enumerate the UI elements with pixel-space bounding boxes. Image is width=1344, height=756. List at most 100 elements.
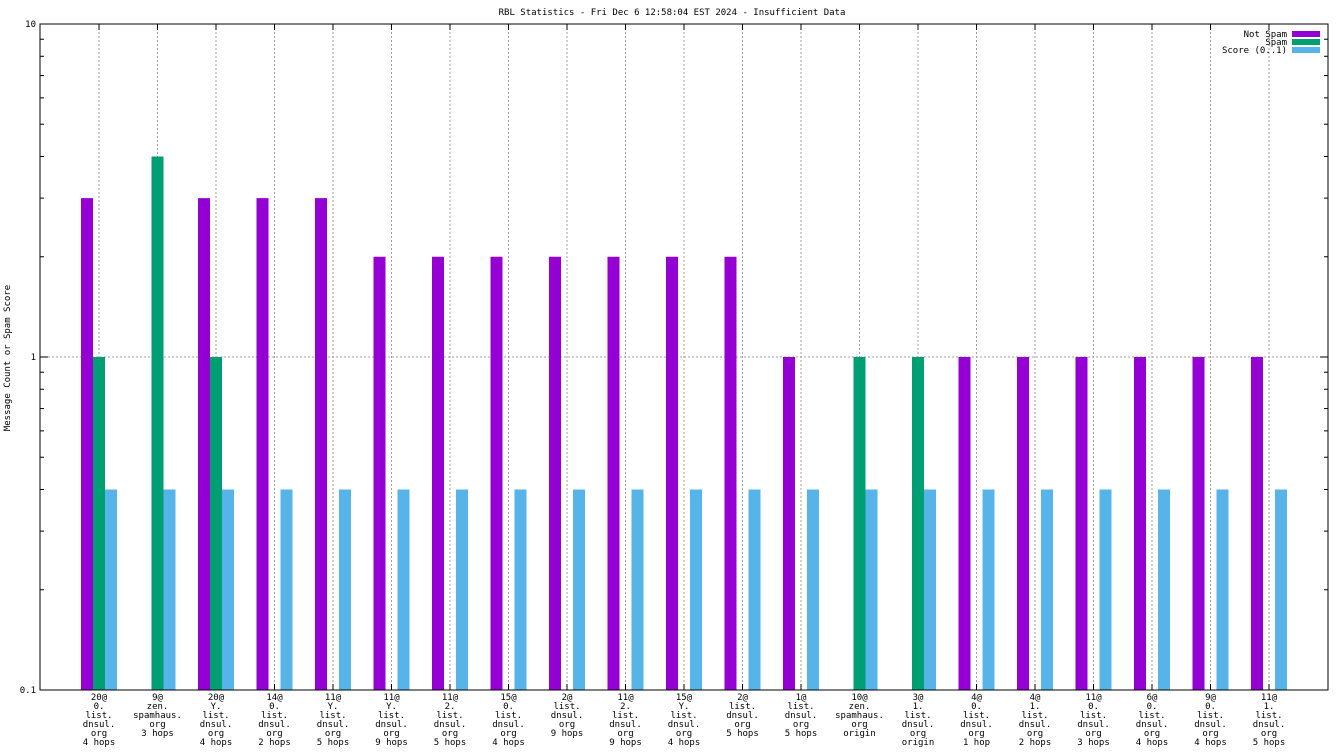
bar-score-0-1 (1158, 489, 1170, 690)
x-tick-label-line: 2@ (562, 693, 573, 703)
x-tick-label-line: dnsul. (902, 720, 935, 730)
x-tick-label-line: 4 hops (1136, 738, 1169, 748)
x-tick-label-line: 5 hops (785, 729, 818, 739)
bar-not-spam (490, 256, 503, 690)
x-tick-label: 14@ 0. list. dnsul. org 2 hops (258, 693, 291, 748)
x-tick-label-line: 1. (1264, 702, 1275, 712)
x-tick-label-line: dnsul. (375, 720, 408, 730)
x-tick-label: 15@ 0. list. dnsul. org 4 hops (492, 693, 525, 748)
x-tick-label: 2@ list. dnsul. org 5 hops (726, 693, 759, 739)
x-tick-label-line: zen. (147, 702, 169, 712)
x-tick-label-line: org (1202, 729, 1218, 739)
bar-score-0-1 (1099, 489, 1112, 690)
x-tick-label-line: dnsul. (1019, 720, 1052, 730)
bar-not-spam (1075, 357, 1088, 690)
x-tick-label-line: 11@ (325, 693, 342, 703)
x-tick-label: 11@ 2. list. dnsul. org 9 hops (609, 693, 642, 748)
x-tick-label: 11@ 0. list. dnsul. org 3 hops (1077, 693, 1110, 748)
x-tick-label-line: list. (261, 711, 288, 721)
x-tick-label-line: 15@ (676, 693, 693, 703)
bar-spam (210, 357, 222, 690)
bar-not-spam (198, 198, 210, 690)
x-tick-label: 11@ 2. list. dnsul. org 5 hops (434, 693, 467, 748)
y-axis-label: Message Count or Spam Score (3, 285, 13, 431)
plot-frame (39, 23, 1329, 691)
bar-not-spam (1251, 357, 1263, 690)
x-tick-label: 15@ Y. list. dnsul. org 4 hops (668, 693, 701, 748)
x-tick-label-line: org (1085, 729, 1101, 739)
x-tick-label-line: 10@ (851, 693, 868, 703)
bar-not-spam (373, 256, 386, 690)
y-tick-label: 1 (31, 353, 36, 363)
x-tick-label-line: 1@ (796, 693, 807, 703)
bar-score-0-1 (865, 489, 878, 690)
bar-not-spam (666, 256, 678, 690)
legend-label: Not Spam (1244, 30, 1287, 40)
x-tick-label: 3@ 1. list. dnsul. org origin (902, 693, 935, 748)
chart-title: RBL Statistics - Fri Dec 6 12:58:04 EST … (499, 8, 846, 18)
x-tick-label-line: 2 hops (1019, 738, 1052, 748)
x-tick-label-line: org (851, 720, 867, 730)
x-tick-label-line: dnsul. (492, 720, 525, 730)
x-tick-label-line: list. (612, 711, 639, 721)
bar-not-spam (783, 357, 795, 690)
x-tick-label-line: dnsul. (1194, 720, 1227, 730)
x-tick-label-line: 15@ (500, 693, 517, 703)
x-tick-label-line: dnsul. (317, 720, 350, 730)
bar-score-0-1 (1216, 489, 1229, 690)
x-tick-label-line: org (266, 729, 282, 739)
x-tick-label-line: dnsul. (434, 720, 467, 730)
x-tick-label-line: list. (1197, 711, 1224, 721)
bar-spam (853, 357, 866, 690)
bar-not-spam (1134, 357, 1146, 690)
x-tick-label-line: list. (1138, 711, 1165, 721)
x-tick-label-line: org (1027, 729, 1043, 739)
x-tick-label-line: origin (843, 729, 876, 739)
x-tick-label-line: dnsul. (785, 711, 818, 721)
x-tick-label-line: list. (670, 711, 697, 721)
x-tick-label-line: 9 hops (551, 729, 584, 739)
bar-score-0-1 (456, 489, 468, 690)
x-tick-label-line: org (1144, 729, 1160, 739)
x-tick-label-line: list. (553, 702, 580, 712)
x-tick-label-line: list. (436, 711, 463, 721)
x-tick-label: 6@ 0. list. dnsul. org 4 hops (1136, 693, 1169, 748)
bar-score-0-1 (280, 489, 293, 690)
bar-score-0-1 (807, 489, 819, 690)
x-tick-label-line: 5 hops (1253, 738, 1286, 748)
bar-score-0-1 (105, 489, 117, 690)
x-tick-label-line: 1 hop (963, 738, 990, 748)
x-tick-label-line: 9@ (1205, 693, 1216, 703)
x-tick-label: 9@ zen. spamhaus. org 3 hops (133, 693, 182, 739)
x-tick-label: 1@ list. dnsul. org 5 hops (785, 693, 818, 739)
bar-not-spam (607, 256, 620, 690)
x-tick-label-line: 0. (94, 702, 105, 712)
bar-score-0-1 (573, 489, 585, 690)
x-tick-label-line: list. (378, 711, 405, 721)
x-tick-label: 4@ 1. list. dnsul. org 2 hops (1019, 693, 1052, 748)
x-tick-label-line: 5 hops (317, 738, 350, 748)
bar-not-spam (315, 198, 327, 690)
x-tick-label-line: org (676, 729, 692, 739)
x-tick-label-line: 1. (1030, 702, 1041, 712)
bars (81, 156, 1287, 690)
x-tick-label-line: list. (85, 711, 112, 721)
x-tick-label-line: 11@ (1261, 693, 1278, 703)
bar-not-spam (81, 198, 93, 690)
x-tick-label-line: org (149, 720, 165, 730)
x-tick-label-line: 11@ (1085, 693, 1102, 703)
x-tick-label: 11@ Y. list. dnsul. org 5 hops (317, 693, 350, 748)
x-tick-label-line: list. (1021, 711, 1048, 721)
x-tick-label-line: org (910, 729, 926, 739)
x-tick-label-line: 4@ (1030, 693, 1041, 703)
x-tick-label-line: 11@ (383, 693, 400, 703)
x-tick-label-line: dnsul. (609, 720, 642, 730)
x-tick-label-line: 5 hops (434, 738, 467, 748)
x-tick-label: 20@ 0. list. dnsul. org 4 hops (83, 693, 116, 748)
bar-score-0-1 (1275, 489, 1287, 690)
x-tick-label: 11@ 1. list. dnsul. org 5 hops (1253, 693, 1286, 748)
legend-label: Score (0..1) (1222, 46, 1287, 56)
x-tick-label-line: 9 hops (375, 738, 408, 748)
x-tick-label-line: 0. (1088, 702, 1099, 712)
